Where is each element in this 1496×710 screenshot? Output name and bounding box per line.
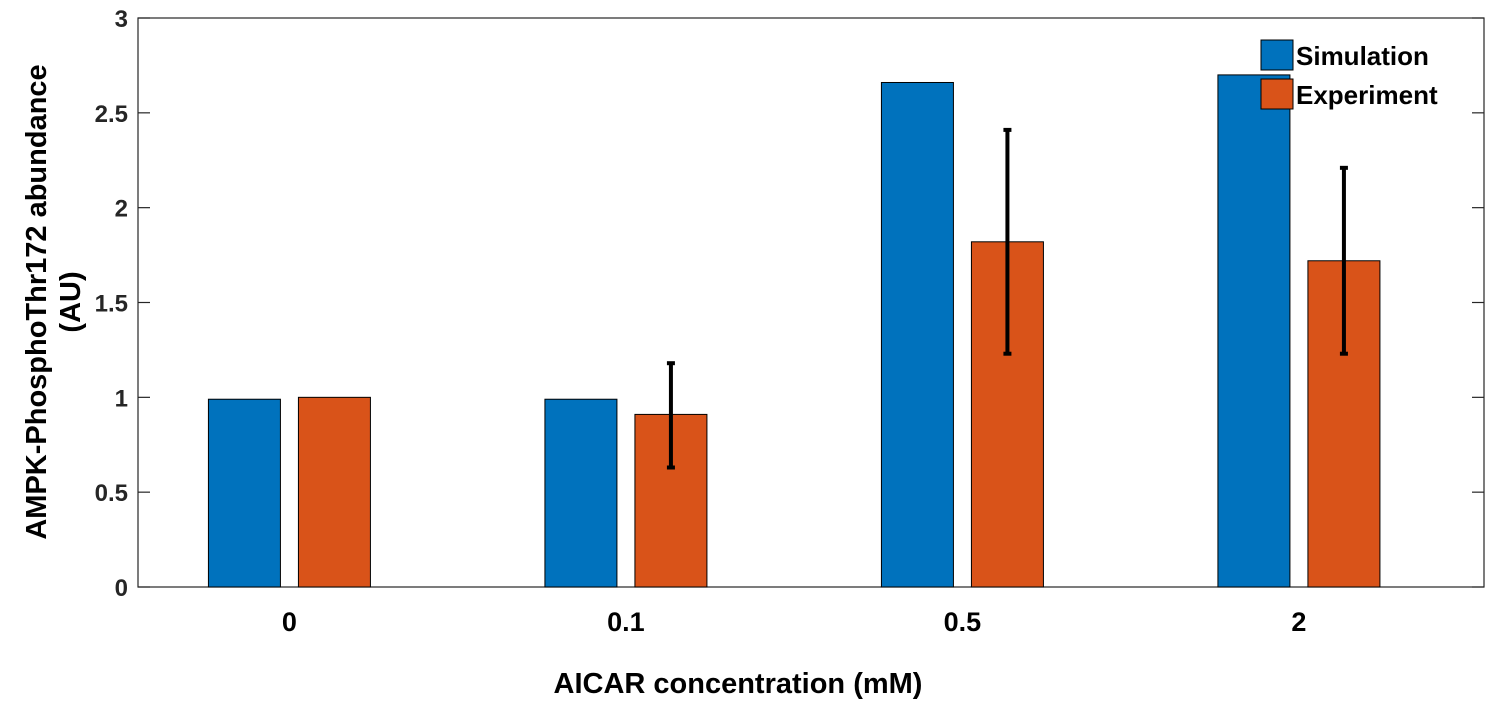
bar-simulation-0: [207, 398, 281, 588]
y-tick-label: 3: [115, 6, 128, 33]
y-tick-label: 1.5: [95, 291, 128, 318]
y-axis-title-line-2: (AU): [55, 271, 87, 332]
bars: [207, 74, 1381, 588]
error-bars: [666, 127, 1348, 470]
y-tick-label: 0: [115, 575, 128, 602]
bar-simulation-0.1: [544, 398, 618, 588]
y-tick-label: 2.5: [95, 101, 128, 128]
y-tick-label: 1: [115, 385, 128, 412]
y-axis-title-line-1: AMPK-PhosphoThr172 abundance: [21, 64, 53, 539]
y-axis: 0 0.5 1 1.5 2 2.5 3: [95, 6, 1484, 602]
y-tick-label: 2: [115, 196, 128, 223]
x-tick-label-0: 0: [282, 607, 297, 637]
x-axis-title: AICAR concentration (mM): [554, 668, 923, 700]
bar-simulation-2: [1217, 74, 1291, 588]
legend-label-experiment: Experiment: [1296, 80, 1438, 110]
legend: Simulation Experiment: [1260, 39, 1438, 110]
bar-experiment-0: [297, 396, 371, 588]
x-tick-label-0.5: 0.5: [944, 607, 982, 637]
legend-swatch-experiment: [1260, 78, 1294, 110]
x-tick-label-2: 2: [1291, 607, 1306, 637]
bar-simulation-0.5: [880, 81, 954, 588]
x-axis: 0 0.1 0.5 2: [282, 607, 1307, 637]
y-axis-title: AMPK-PhosphoThr172 abundance (AU): [21, 64, 87, 539]
legend-label-simulation: Simulation: [1296, 41, 1429, 71]
y-tick-label: 0.5: [95, 480, 128, 507]
legend-swatch-simulation: [1260, 39, 1294, 71]
x-tick-label-0.1: 0.1: [607, 607, 645, 637]
